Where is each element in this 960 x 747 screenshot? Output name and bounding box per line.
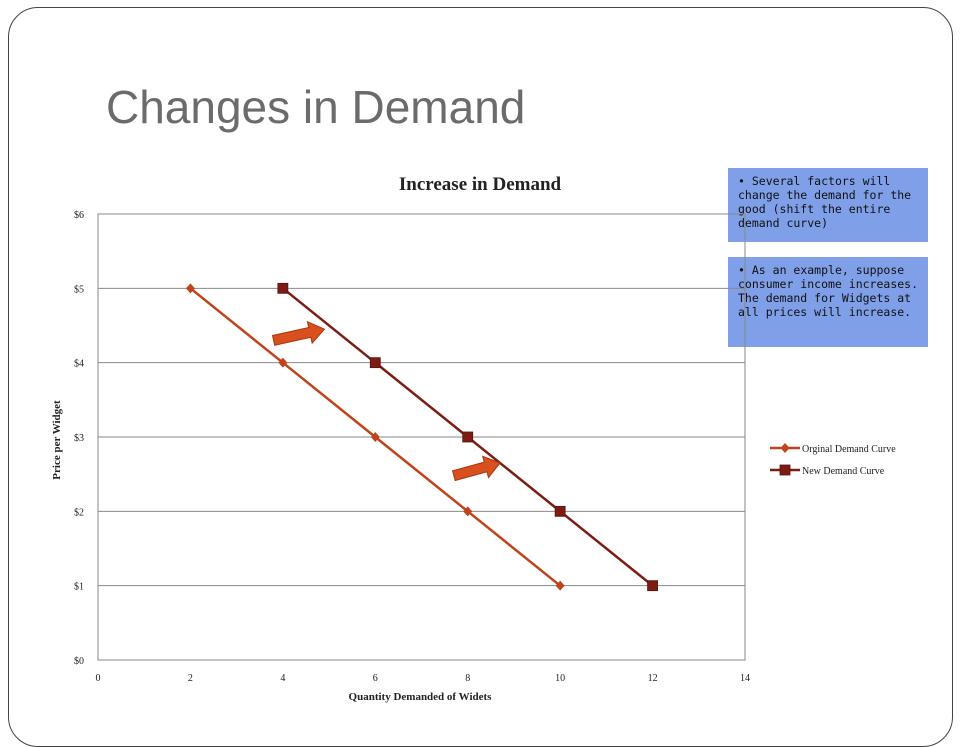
y-tick-label: $1 — [74, 582, 84, 593]
x-tick-label: 2 — [188, 673, 193, 684]
x-axis-label: Quantity Demanded of Widets — [349, 691, 493, 703]
annotation-layer — [271, 320, 501, 482]
callout-text: Several factors will change the demand f… — [738, 174, 912, 230]
data-point — [185, 283, 195, 294]
y-axis-label: Price per Widget — [51, 400, 63, 480]
series-layer — [185, 282, 658, 592]
y-tick-label: $3 — [74, 433, 84, 444]
data-point — [554, 505, 566, 517]
chart-title: Increase in Demand — [399, 174, 562, 195]
y-tick-label: $4 — [74, 359, 84, 370]
slide-title: Changes in Demand — [106, 81, 526, 133]
callout-text: As an example, suppose consumer income i… — [738, 263, 919, 319]
data-point — [278, 357, 288, 368]
y-tick-label: $0 — [74, 656, 84, 667]
data-point — [647, 580, 658, 592]
y-tick-label: $5 — [74, 284, 84, 295]
callout-factors: • Several factors will change the demand… — [728, 168, 928, 242]
axis-layer: $0 $1 $2 $3 $4 $5 $6 0 2 4 6 8 10 12 14 — [74, 210, 750, 684]
data-point — [369, 357, 381, 369]
x-tick-label: 0 — [96, 673, 101, 684]
data-point — [277, 282, 289, 294]
x-tick-label: 4 — [280, 673, 285, 684]
callout-bullet: • — [738, 263, 745, 277]
x-tick-label: 14 — [740, 673, 750, 684]
x-tick-label: 10 — [555, 673, 565, 684]
slide-frame — [8, 7, 953, 747]
data-point — [462, 431, 474, 443]
data-point — [555, 580, 565, 591]
legend-marker — [780, 443, 790, 453]
grid-layer — [97, 213, 746, 661]
legend-label: Orginal Demand Curve — [802, 444, 896, 455]
y-tick-label: $6 — [74, 210, 84, 221]
legend-label: New Demand Curve — [802, 466, 885, 477]
data-point — [463, 506, 473, 517]
x-tick-label: 8 — [465, 673, 470, 684]
callout-bullet: • — [738, 174, 745, 188]
plot-area-border — [97, 213, 746, 661]
callout-example: • As an example, suppose consumer income… — [728, 257, 928, 347]
data-point — [370, 432, 380, 442]
legend-marker — [779, 464, 791, 476]
y-tick-label: $2 — [74, 507, 84, 518]
x-tick-label: 12 — [648, 673, 658, 684]
demand-chart: Increase in Demand Quantity Demanded of … — [51, 174, 896, 703]
x-tick-label: 6 — [373, 673, 378, 684]
shift-arrow — [451, 455, 501, 482]
legend: Orginal Demand Curve New Demand Curve — [770, 443, 896, 477]
shift-arrow — [271, 320, 326, 346]
